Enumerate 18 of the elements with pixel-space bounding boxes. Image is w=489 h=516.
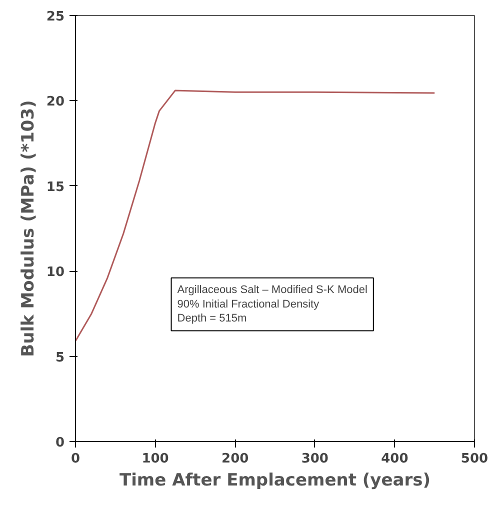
y-tick-label: 10 xyxy=(46,265,65,280)
annotation: Argillaceous Salt – Modified S-K Model xyxy=(177,284,368,296)
y-tick-label: 20 xyxy=(46,94,65,110)
line-series xyxy=(76,90,436,342)
annotation: 90% Initial Fractional Density xyxy=(177,298,320,310)
x-tick-label: 400 xyxy=(381,452,408,466)
x-tick-label: 500 xyxy=(460,452,488,466)
x-tick-label: 100 xyxy=(142,452,169,466)
x-axis-title: Time After Emplacement (years) xyxy=(119,470,431,490)
annotation: Depth = 515m xyxy=(177,312,247,325)
x-tick-label: 300 xyxy=(301,452,328,466)
x-tick-label: 200 xyxy=(222,452,249,466)
x-tick-label: 0 xyxy=(70,452,80,466)
y-tick-label: 25 xyxy=(46,10,65,24)
y-tick-label: 5 xyxy=(55,350,64,366)
y-tick-label: 15 xyxy=(46,180,65,195)
y-axis-title: Bulk Modulus (MPa) (*103) xyxy=(18,100,38,357)
y-tick-label: 0 xyxy=(55,436,64,450)
